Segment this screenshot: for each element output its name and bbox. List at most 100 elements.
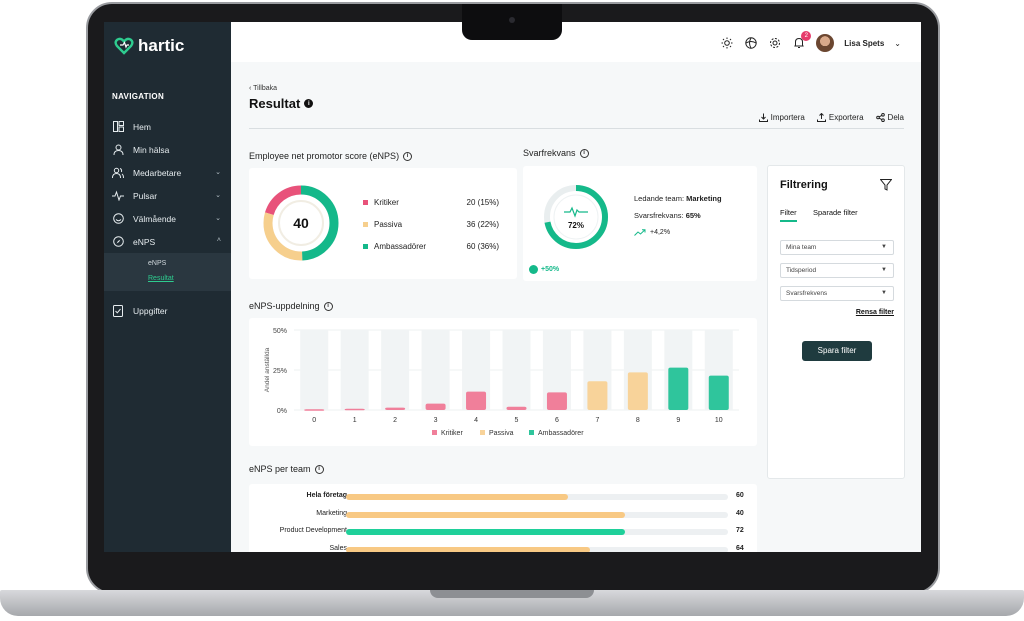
info-icon[interactable]: i <box>314 464 324 474</box>
select-value: Tidsperiod <box>786 267 817 274</box>
logo-text: hartic <box>138 36 185 55</box>
team-bar-fill <box>346 529 625 535</box>
import-button[interactable]: Importera <box>758 113 805 122</box>
globe-icon[interactable] <box>744 36 758 50</box>
leading-team: Ledande team: Marketing <box>634 194 722 203</box>
rate-value: 65% <box>685 211 701 220</box>
clear-filter-link[interactable]: Rensa filter <box>855 309 894 316</box>
per-team-heading: eNPS per team i <box>249 464 324 474</box>
enps-subnav: eNPS Resultat <box>104 253 231 291</box>
team-bar-fill <box>346 494 568 500</box>
legend-value: 20 (15%) <box>466 198 499 207</box>
sidebar-item-valmaende[interactable]: Välmående ⌄ <box>104 207 231 230</box>
legend-ambassadorer: Ambassadörer <box>363 242 426 251</box>
leading-team-value: Marketing <box>686 194 722 203</box>
bar-background <box>502 330 531 410</box>
sidebar-item-label: Uppgifter <box>133 305 168 316</box>
subnav-item-resultat[interactable]: Resultat <box>148 275 174 282</box>
bar-background <box>300 330 329 410</box>
sidebar-item-label: Min hälsa <box>133 144 170 155</box>
legend-swatch <box>363 244 368 249</box>
donut-segment-ambassadorer <box>263 185 339 261</box>
enps-score: 40 <box>293 215 309 231</box>
team-bar-track <box>346 529 728 535</box>
bar <box>708 375 729 410</box>
funnel-icon[interactable] <box>880 179 892 191</box>
team-select[interactable]: Mina team ▼ <box>780 240 894 255</box>
bar <box>546 392 567 410</box>
period-select[interactable]: Tidsperiod ▼ <box>780 263 894 278</box>
y-axis-label: Andel anställda <box>264 347 271 392</box>
bar <box>466 391 487 410</box>
sidebar-item-hem[interactable]: Hem <box>104 115 231 138</box>
sidebar-item-medarbetare[interactable]: Medarbetare ⌄ <box>104 161 231 184</box>
legend-value: 36 (22%) <box>466 220 499 229</box>
bar <box>344 408 365 411</box>
response-heading-text: Svarfrekvans <box>523 148 576 158</box>
bar <box>668 367 689 410</box>
export-button[interactable]: Exportera <box>816 113 864 122</box>
gear-icon[interactable] <box>768 36 782 50</box>
info-icon[interactable]: i <box>323 301 333 311</box>
team-bar-track <box>346 512 728 518</box>
tab-filter[interactable]: Filter <box>780 208 797 222</box>
task-icon <box>112 304 124 317</box>
sidebar-item-pulsar[interactable]: Pulsar ⌄ <box>104 184 231 207</box>
user-name[interactable]: Lisa Spets <box>844 38 885 48</box>
smile-icon <box>112 213 124 225</box>
bar <box>425 403 446 410</box>
bar <box>506 406 527 410</box>
legend-label: Kritiker <box>441 430 463 437</box>
team-value: 72 <box>736 527 744 534</box>
caret-down-icon: ▼ <box>881 290 887 296</box>
bar <box>627 372 648 410</box>
nav-heading: NAVIGATION <box>112 92 165 101</box>
bell-icon[interactable]: 2 <box>792 31 812 50</box>
leading-team-label: Ledande team: <box>634 194 685 203</box>
info-icon[interactable]: i <box>304 99 314 108</box>
share-label: Dela <box>887 113 904 122</box>
share-button[interactable]: Dela <box>875 113 904 122</box>
select-value: Mina team <box>786 244 817 251</box>
info-icon[interactable]: i <box>579 148 589 158</box>
sidebar: hartic NAVIGATION Hem Min hälsa Medarbet… <box>104 22 231 552</box>
nav-list: Hem Min hälsa Medarbetare ⌄ Pulsar ⌄ <box>104 115 231 322</box>
filter-title: Filtrering <box>780 179 828 191</box>
sidebar-item-enps[interactable]: eNPS ˄ <box>104 230 231 253</box>
app-screen: hartic NAVIGATION Hem Min hälsa Medarbet… <box>104 22 921 552</box>
legend-swatch <box>363 222 368 227</box>
save-filter-button[interactable]: Spara filter <box>802 341 872 361</box>
download-icon <box>758 113 768 122</box>
sidebar-item-uppgifter[interactable]: Uppgifter <box>104 299 231 322</box>
arrow-up-icon <box>529 265 538 274</box>
team-value: 60 <box>736 492 744 499</box>
change-indicator: +50% <box>529 265 559 274</box>
sidebar-item-label: eNPS <box>133 236 156 247</box>
x-tick-label: 1 <box>353 417 357 424</box>
x-tick-label: 9 <box>676 417 680 424</box>
tab-saved-filters[interactable]: Sparade filter <box>813 208 858 217</box>
response-percent: 72% <box>568 221 584 230</box>
response-heading: Svarfrekvans i <box>523 148 589 158</box>
chevron-down-icon: ⌄ <box>215 169 221 176</box>
enps-heading: Employee net promotor score (eNPS) i <box>249 151 413 161</box>
team-label: Hela företag <box>306 492 347 499</box>
sidebar-item-min-halsa[interactable]: Min hälsa <box>104 138 231 161</box>
logo[interactable]: hartic <box>114 36 184 56</box>
avatar[interactable] <box>816 34 835 52</box>
chevron-down-icon[interactable]: ⌄ <box>894 38 901 48</box>
team-label: Sales <box>329 545 347 552</box>
legend-swatch <box>363 200 368 205</box>
response-rate-select[interactable]: Svarsfrekvens ▼ <box>780 286 894 301</box>
back-link[interactable]: ‹ Tillbaka <box>249 85 278 92</box>
sun-icon[interactable] <box>720 36 734 50</box>
info-icon[interactable]: i <box>403 151 413 161</box>
team-label: Product Development <box>279 527 347 534</box>
response-donut: 72% <box>544 185 608 249</box>
chevron-down-icon: ⌄ <box>215 192 221 199</box>
team-bar-fill <box>346 547 591 552</box>
subnav-item-enps[interactable]: eNPS <box>148 260 167 267</box>
compass-icon <box>112 236 124 248</box>
team-row: Product Development 72 <box>249 525 759 539</box>
enps-heading-text: Employee net promotor score (eNPS) <box>249 151 400 161</box>
